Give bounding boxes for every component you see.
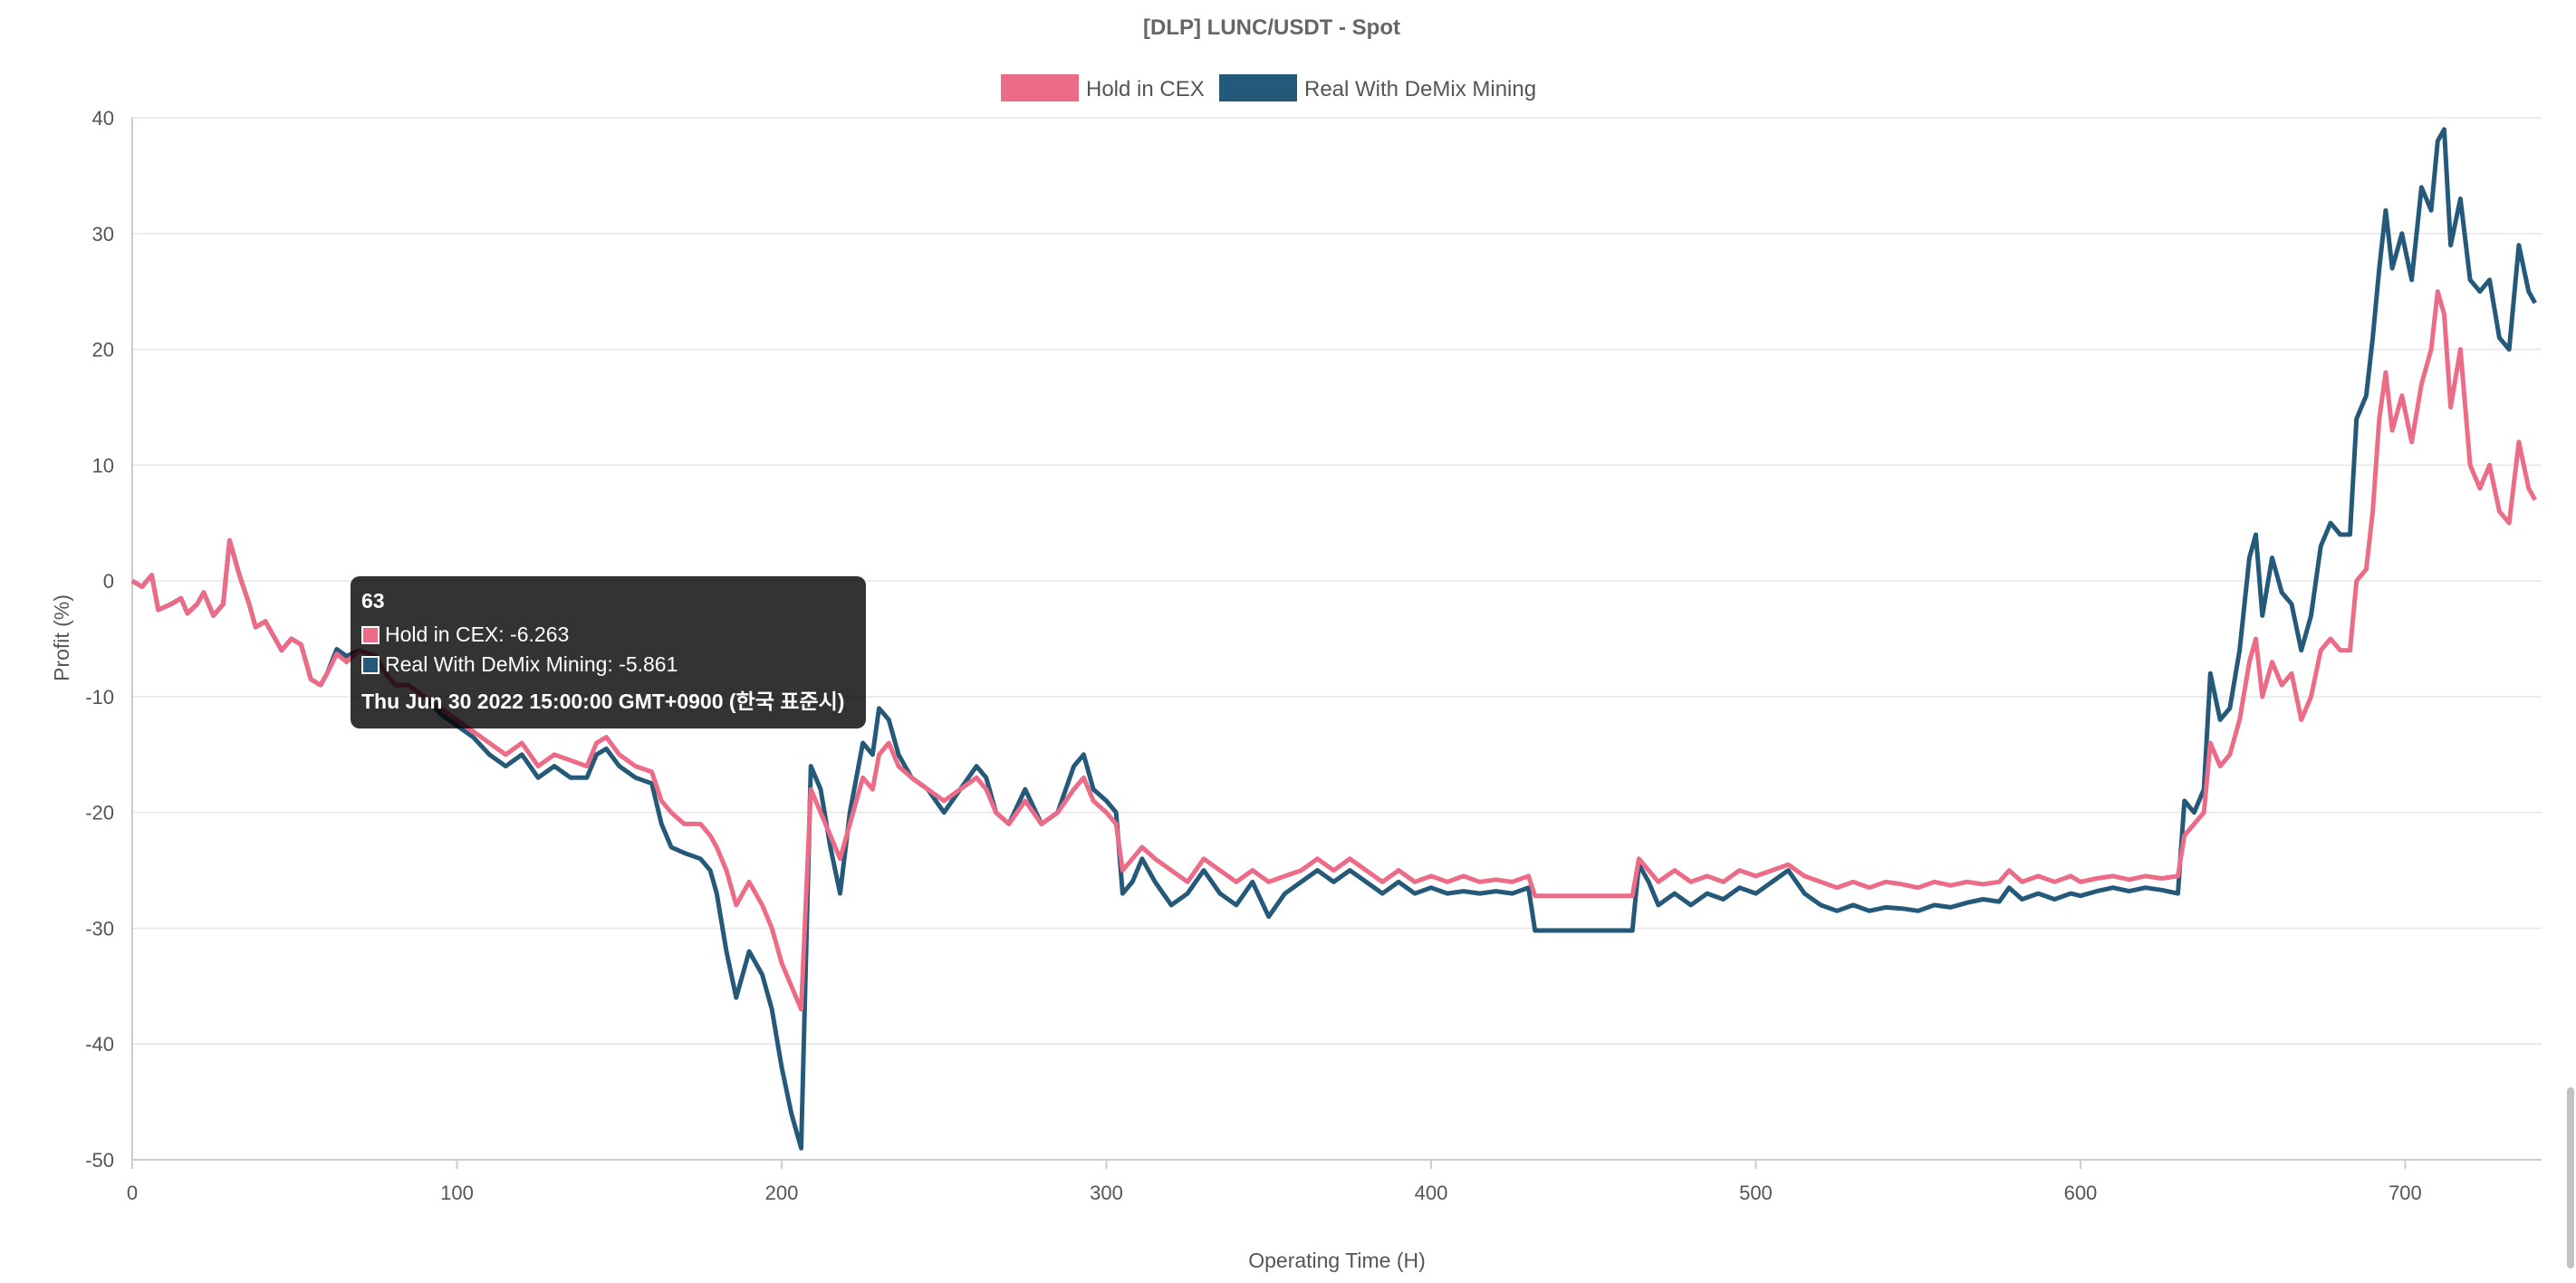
x-tick-label: 200: [765, 1182, 799, 1204]
legend-swatch-real[interactable]: [1219, 74, 1297, 101]
scrollbar-thumb[interactable]: [2567, 1087, 2574, 1269]
y-tick-label: 40: [92, 107, 114, 130]
x-tick-label: 700: [2389, 1182, 2422, 1204]
hover-tooltip: 63 Hold in CEX: -6.263 Real With DeMix M…: [351, 576, 866, 728]
legend[interactable]: Hold in CEX Real With DeMix Mining: [1001, 74, 1536, 101]
x-tick-label: 500: [1739, 1182, 1773, 1204]
tooltip-title: 63: [361, 589, 385, 613]
tooltip-text-hold: Hold in CEX: -6.263: [385, 622, 570, 646]
y-axis-ticks: 40 30 20 10 0 -10 -20 -30 -40 -50: [85, 107, 114, 1172]
x-tick-label: 600: [2064, 1182, 2098, 1204]
legend-label-real[interactable]: Real With DeMix Mining: [1304, 77, 1536, 101]
tooltip-swatch-hold: [361, 625, 380, 644]
x-axis-label: Operating Time (H): [1248, 1249, 1426, 1272]
x-tick-label: 400: [1415, 1182, 1448, 1204]
x-tick-label: 100: [440, 1182, 474, 1204]
x-axis-ticks: 0 100 200 300 400 500 600 700: [127, 1160, 2422, 1204]
tooltip-row-hold: Hold in CEX: -6.263: [361, 622, 855, 647]
legend-swatch-hold[interactable]: [1001, 74, 1079, 101]
y-tick-label: -30: [85, 917, 114, 940]
y-tick-label: 20: [92, 339, 114, 362]
tooltip-swatch-real: [361, 655, 380, 674]
y-tick-label: -20: [85, 802, 114, 825]
y-tick-label: 10: [92, 454, 114, 477]
tooltip-row-real: Real With DeMix Mining: -5.861: [361, 652, 855, 677]
y-tick-label: 30: [92, 223, 114, 246]
y-tick-label: -40: [85, 1033, 114, 1056]
y-tick-label: 0: [103, 570, 114, 593]
x-tick-label: 300: [1090, 1182, 1123, 1204]
y-tick-label: -10: [85, 686, 114, 709]
y-axis-label: Profit (%): [50, 594, 73, 681]
y-tick-label: -50: [85, 1149, 114, 1172]
tooltip-text-real: Real With DeMix Mining: -5.861: [385, 652, 678, 676]
tooltip-footer: Thu Jun 30 2022 15:00:00 GMT+0900 (한국 표준…: [361, 690, 845, 713]
chart-title: [DLP] LUNC/USDT - Spot: [1143, 15, 1400, 40]
legend-label-hold[interactable]: Hold in CEX: [1086, 77, 1205, 101]
x-tick-label: 0: [127, 1182, 138, 1204]
